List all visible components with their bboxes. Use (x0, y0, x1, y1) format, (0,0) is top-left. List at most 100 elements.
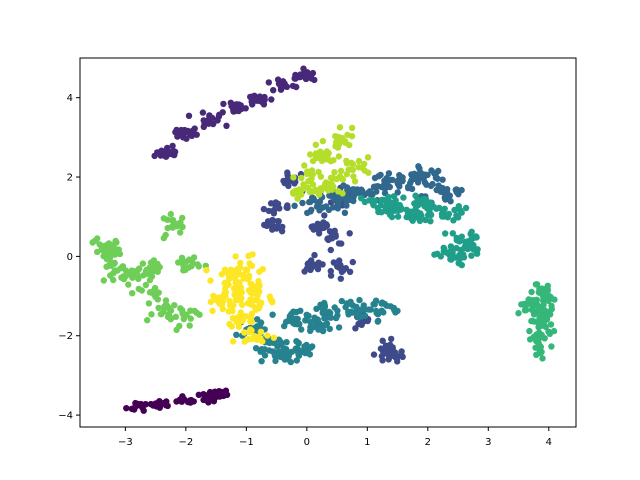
scatter-point (336, 173, 344, 180)
scatter-point (470, 246, 477, 253)
scatter-point (394, 213, 402, 220)
scatter-point (335, 240, 343, 247)
scatter-point (269, 348, 277, 355)
scatter-point (370, 301, 377, 308)
scatter-point (462, 204, 470, 212)
scatter-point (284, 204, 291, 211)
y-tick-label: −4 (58, 411, 73, 422)
scatter-point (117, 265, 125, 272)
scatter-point (412, 192, 419, 199)
scatter-point (120, 275, 128, 283)
scatter-point (308, 223, 315, 230)
scatter-point (220, 100, 227, 108)
scatter-point (450, 217, 457, 224)
scatter-point (205, 399, 212, 406)
scatter-point (157, 310, 165, 318)
scatter-point (210, 292, 217, 300)
scatter-point (291, 180, 298, 187)
scatter-point (300, 65, 307, 72)
scatter-point (293, 83, 300, 91)
scatter-point (285, 353, 292, 360)
scatter-point (307, 208, 314, 215)
scatter-point (220, 392, 227, 400)
scatter-point (270, 210, 278, 217)
scatter-point (341, 209, 349, 216)
scatter-point (203, 267, 210, 274)
scatter-point (528, 306, 535, 313)
scatter-point (319, 150, 326, 157)
scatter-point (140, 407, 147, 414)
scatter-point (105, 240, 113, 247)
scatter-points (89, 65, 558, 414)
scatter-point (355, 314, 362, 321)
scatter-point (178, 254, 186, 261)
scatter-point (537, 303, 544, 311)
scatter-point (346, 230, 353, 237)
scatter-point (377, 202, 385, 209)
scatter-point (290, 174, 297, 181)
scatter-point (107, 272, 114, 279)
scatter-point (380, 309, 387, 316)
scatter-point (270, 339, 278, 346)
scatter-point (441, 205, 448, 212)
scatter-point (123, 405, 130, 412)
scatter-point (338, 297, 345, 305)
scatter-point (310, 261, 317, 268)
scatter-point (164, 402, 171, 410)
scatter-point (307, 318, 314, 326)
scatter-point (191, 125, 198, 132)
scatter-point (275, 336, 283, 343)
scatter-point (290, 308, 297, 315)
scatter-point (312, 186, 319, 193)
scatter-point (321, 212, 328, 219)
scatter-point (394, 307, 401, 315)
scatter-point (185, 112, 193, 120)
scatter-point (424, 205, 431, 212)
scatter-point (439, 176, 446, 183)
scatter-point (278, 228, 286, 235)
scatter-point (379, 357, 386, 364)
scatter-point (142, 267, 150, 275)
scatter-point (388, 200, 395, 207)
x-tick-label: −3 (118, 437, 133, 448)
scatter-point (374, 318, 381, 325)
scatter-point (378, 196, 385, 204)
scatter-point (317, 173, 325, 180)
scatter-point (218, 271, 225, 278)
scatter-point (351, 191, 358, 198)
scatter-point (226, 320, 233, 328)
scatter-point (522, 306, 530, 314)
scatter-point (306, 351, 314, 358)
scatter-point (381, 177, 388, 184)
scatter-point (294, 321, 301, 328)
scatter-point (151, 152, 158, 160)
y-tick-label: −2 (58, 331, 73, 342)
scatter-point (417, 169, 424, 176)
scatter-point (180, 267, 187, 274)
scatter-point (229, 315, 237, 322)
scatter-point (374, 310, 381, 317)
scatter-point (190, 254, 198, 261)
scatter-point (209, 307, 216, 315)
scatter-point (473, 250, 481, 257)
scatter-point (306, 188, 313, 196)
y-tick-label: 0 (67, 252, 73, 263)
scatter-point (200, 123, 207, 130)
scatter-point (269, 299, 276, 306)
scatter-point (208, 392, 215, 400)
scatter-point (536, 312, 544, 319)
scatter-point (155, 304, 162, 312)
scatter-point (247, 318, 254, 325)
scatter-point (172, 313, 179, 320)
scatter-point (247, 93, 254, 101)
scatter-point (283, 339, 290, 346)
scatter-point (142, 281, 150, 289)
scatter-point (302, 343, 310, 351)
scatter-point (443, 189, 451, 196)
scatter-point (528, 288, 535, 296)
scatter-point (548, 302, 555, 310)
scatter-point (227, 266, 235, 273)
scatter-point (311, 76, 318, 84)
scatter-point (270, 334, 278, 341)
scatter-point (175, 259, 182, 266)
